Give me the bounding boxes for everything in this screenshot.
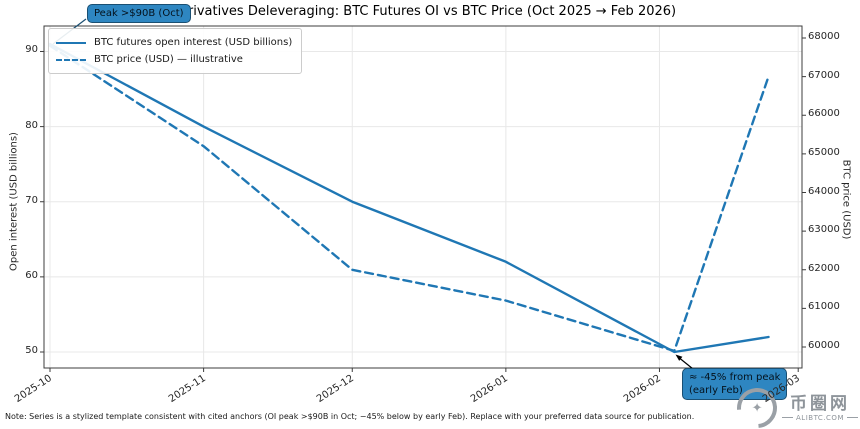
trough-annotation-line1: ≈ -45% from peak <box>689 372 781 383</box>
right-tick-label: 62000 <box>808 262 840 274</box>
right-tick-label: 61000 <box>808 301 840 313</box>
left-tick-label: 70 <box>25 194 38 206</box>
watermark: ✦ 币圈网 ALIBTC.COM <box>728 379 858 429</box>
watermark-site: ALIBTC.COM <box>796 413 844 422</box>
peak-annotation: Peak >$90B (Oct) <box>87 4 191 23</box>
trough-arrow-head <box>675 354 683 361</box>
right-tick-label: 65000 <box>808 146 840 158</box>
right-tick-label: 63000 <box>808 224 840 236</box>
left-tick-label: 50 <box>25 345 38 356</box>
right-tick-label: 60000 <box>808 340 840 351</box>
left-tick-label: 90 <box>25 44 38 56</box>
dashed-line-swatch-icon <box>56 58 86 61</box>
right-tick-label: 67000 <box>808 69 840 81</box>
watermark-name: 币圈网 <box>790 393 850 414</box>
price-line <box>48 44 770 353</box>
footnote: Note: Series is a stylized template cons… <box>5 412 695 421</box>
dash-decoration <box>782 417 794 418</box>
legend-label: BTC futures open interest (USD billions) <box>94 37 293 48</box>
trough-annotation-line2: (early Feb) <box>689 385 743 396</box>
right-tick-label: 64000 <box>808 185 840 197</box>
left-tick-label: 80 <box>25 119 38 131</box>
right-tick-label: 68000 <box>808 31 840 42</box>
left-tick-label: 60 <box>25 269 38 281</box>
legend: BTC futures open interest (USD billions)… <box>48 28 303 74</box>
plot-border <box>43 25 803 369</box>
open-interest-line <box>48 42 770 354</box>
legend-item-oi: BTC futures open interest (USD billions) <box>56 34 292 51</box>
trough-annotation: ≈ -45% from peak (early Feb) <box>682 368 788 400</box>
legend-label: BTC price (USD) — illustrative <box>94 54 243 65</box>
dash-decoration <box>847 417 858 418</box>
chart-title: Derivatives Deleveraging: BTC Futures OI… <box>169 4 677 19</box>
legend-item-price: BTC price (USD) — illustrative <box>56 51 292 68</box>
right-tick-label: 66000 <box>808 108 840 120</box>
solid-line-swatch-icon <box>56 41 86 44</box>
